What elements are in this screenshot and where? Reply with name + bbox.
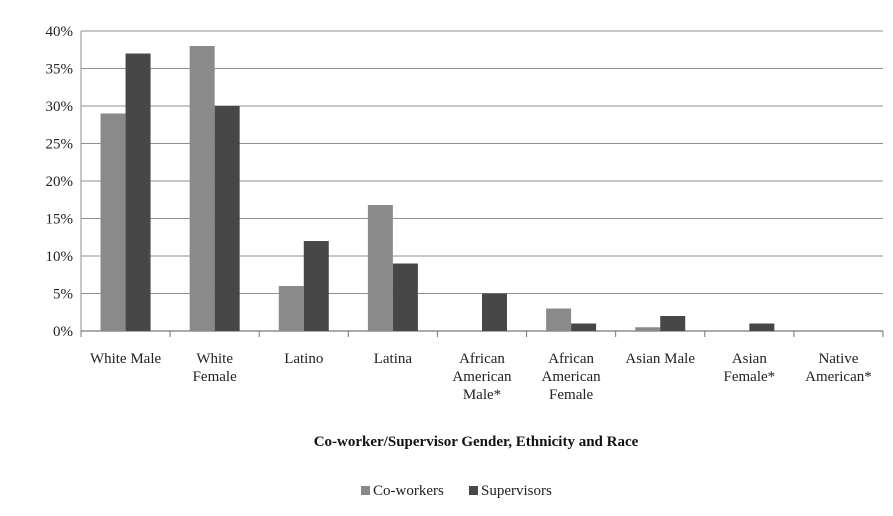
x-axis-title: Co-worker/Supervisor Gender, Ethnicity a… <box>314 434 639 450</box>
x-category-label: Asian Male <box>625 351 695 367</box>
bar-supervisors <box>749 323 775 331</box>
y-tick-label: 30% <box>46 99 74 115</box>
bar-co-workers <box>546 308 572 331</box>
legend: Co-workers Supervisors <box>361 483 552 499</box>
bar-co-workers <box>635 327 661 331</box>
bar-supervisors <box>125 53 151 331</box>
x-category-label: White Female <box>193 351 237 385</box>
y-tick-label: 40% <box>46 24 74 40</box>
category-labels: White Male White Female Latino Latina African… <box>90 351 872 403</box>
legend-label: Supervisors <box>481 483 552 499</box>
y-tick-label: 10% <box>46 249 74 265</box>
y-tick-label: 25% <box>46 137 74 153</box>
y-tick-label: 35% <box>46 62 74 78</box>
bar-supervisors <box>482 293 507 331</box>
bar-co-workers <box>189 46 215 331</box>
axes: 0% 5% 10% 15% 20% 25% 30% 35% 40% <box>46 24 884 340</box>
bars <box>100 46 775 331</box>
y-tick-label: 5% <box>53 287 73 303</box>
legend-swatch <box>361 486 370 495</box>
y-tick-label: 15% <box>46 212 74 228</box>
bar-co-workers <box>278 286 304 331</box>
legend-swatch <box>469 486 478 495</box>
bar-co-workers <box>367 205 393 331</box>
x-category-label: Native American* <box>805 351 872 385</box>
legend-label: Co-workers <box>373 483 444 499</box>
x-category-label: White Male <box>90 351 162 367</box>
y-tick-label: 20% <box>46 174 74 190</box>
x-category-label: Latino <box>284 351 323 367</box>
x-category-label: African American Female <box>542 351 602 403</box>
x-category-label: African American Male* <box>452 351 512 403</box>
bar-co-workers <box>100 113 126 331</box>
bar-supervisors <box>571 323 597 331</box>
bar-supervisors <box>303 241 329 331</box>
bar-supervisors <box>392 263 418 331</box>
y-tick-label: 0% <box>53 324 73 340</box>
x-category-label: Latina <box>374 351 413 367</box>
bar-supervisors <box>214 106 240 331</box>
x-category-label: Asian Female* <box>724 351 776 385</box>
bar-supervisors <box>660 316 686 331</box>
